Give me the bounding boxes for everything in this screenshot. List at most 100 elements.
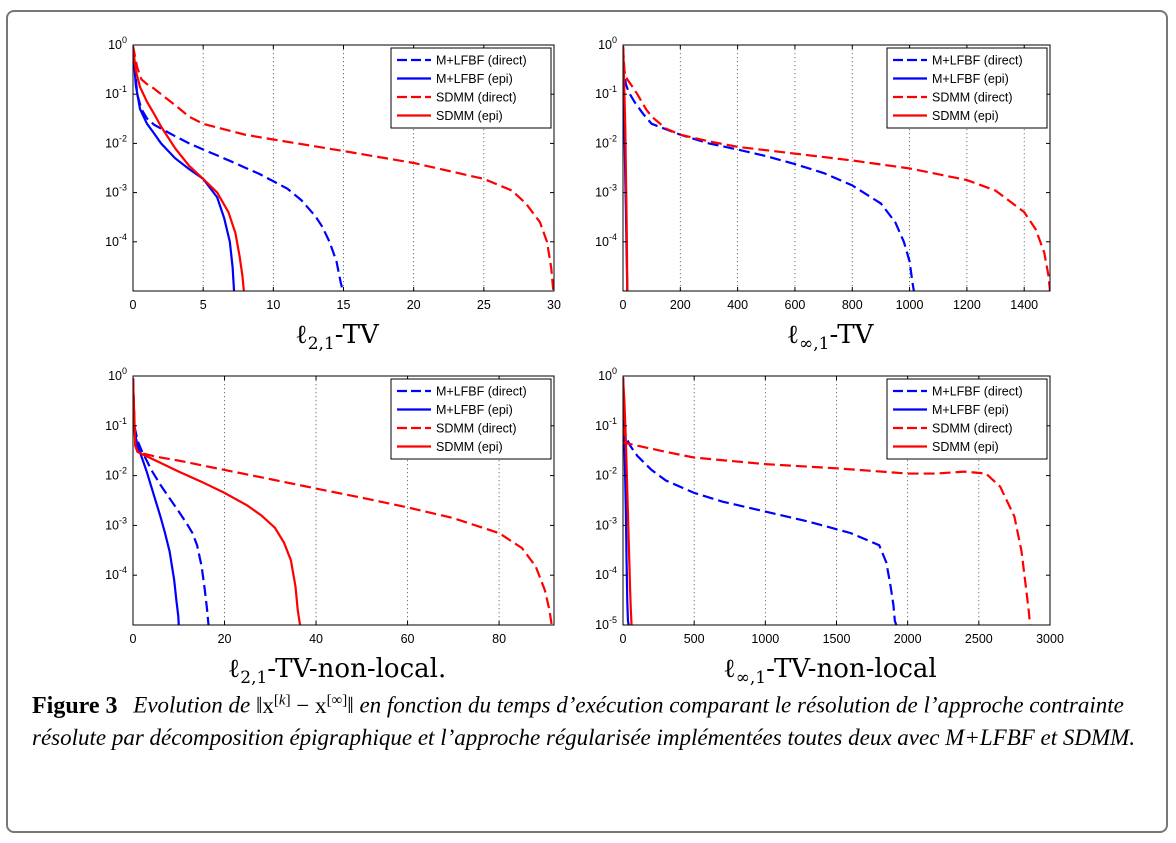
x-tick-label: 500: [684, 632, 705, 646]
x-tick-label: 1400: [1010, 298, 1038, 312]
legend-entry: M+LFBF (direct): [436, 54, 527, 68]
chart-title-l21-tv-nonlocal: ℓ2,1-TV-non-local.: [87, 654, 587, 688]
title-rest: -TV-non-local.: [267, 654, 447, 684]
title-rest: -TV-non-local: [766, 654, 937, 684]
x-tick-label: 1200: [953, 298, 981, 312]
x-tick-label: 3000: [1036, 632, 1064, 646]
legend: M+LFBF (direct) M+LFBF (epi) SDMM (direct)…: [886, 378, 1048, 460]
legend-entry: M+LFBF (direct): [932, 385, 1023, 399]
legend-entry: M+LFBF (direct): [932, 54, 1023, 68]
series-line: [133, 47, 245, 291]
series-line: [133, 378, 553, 625]
legend-entry: SDMM (epi): [932, 440, 999, 454]
y-tick-label: 10-3: [105, 183, 127, 200]
y-tick-label: 100: [598, 35, 617, 52]
axes-box: [622, 44, 1051, 292]
legend-entry: M+LFBF (epi): [436, 403, 513, 417]
y-tick-label: 10-2: [595, 133, 617, 150]
x-tick-label: 1000: [896, 298, 924, 312]
series-line: [133, 378, 210, 625]
y-tick-label: 100: [108, 35, 127, 52]
x-tick-label: 200: [670, 298, 691, 312]
legend-entry: SDMM (direct): [436, 91, 517, 105]
series-line: [133, 45, 554, 291]
y-tick-label: 10-4: [595, 565, 617, 582]
figure-label: Figure 3: [32, 692, 118, 719]
x-tick-label: 10: [266, 298, 280, 312]
x-tick-label: 1000: [751, 632, 779, 646]
y-tick-label: 10-1: [105, 416, 127, 433]
y-tick-label: 10-5: [595, 615, 617, 632]
x-tick-label: 1500: [823, 632, 851, 646]
y-tick-label: 10-4: [105, 232, 127, 249]
caption-norm-expression: ‖x[k] − x[∞]‖: [255, 692, 354, 718]
figure-frame: [6, 10, 1168, 833]
chart-linf1-tv-nonlocal: 0 500 1000 1500 2000 2500 3000 100 10-1 10-2 10-3 1…: [595, 366, 1064, 646]
chart-l21-tv: 0 5 10 15 20 25 30 100 10-1 10-2 10-3 10-4 M+LFBF (d…: [105, 35, 561, 312]
legend-entry: SDMM (direct): [932, 422, 1013, 436]
legend: M+LFBF (direct) M+LFBF (epi) SDMM (direct)…: [886, 47, 1048, 129]
x-tick-label: 25: [477, 298, 491, 312]
x-tick-label: 600: [785, 298, 806, 312]
title-subscript: 2,1: [240, 668, 268, 689]
series-line: [623, 46, 1050, 291]
x-tick-label: 0: [130, 632, 137, 646]
x-tick-label: 0: [130, 298, 137, 312]
x-tick-label: 60: [401, 632, 415, 646]
y-tick-label: 10-3: [105, 515, 127, 532]
legend-entry: SDMM (epi): [436, 109, 503, 123]
x-tick-label: 20: [407, 298, 421, 312]
chart-title-linf1-tv: ℓ∞,1-TV: [580, 320, 1080, 354]
title-symbol: ℓ: [227, 654, 241, 684]
caption-text-after: en fonction du temps d’exécution compara…: [32, 692, 1136, 750]
series-line: [623, 377, 633, 625]
y-tick-label: 10-1: [595, 416, 617, 433]
series-line: [133, 378, 180, 625]
series-line: [623, 47, 915, 291]
chart-title-linf1-tv-nonlocal: ℓ∞,1-TV-non-local: [580, 654, 1080, 688]
legend: M+LFBF (direct) M+LFBF (epi) SDMM (direct)…: [390, 47, 552, 129]
y-tick-label: 10-2: [595, 466, 617, 483]
figure-caption: Figure 3 Evolution de ‖x[k] − x[∞]‖ en f…: [32, 684, 1150, 754]
title-rest: -TV: [334, 320, 379, 350]
series-line: [623, 378, 630, 625]
series-line: [133, 378, 302, 625]
x-tick-label: 30: [547, 298, 561, 312]
legend-entry: M+LFBF (epi): [932, 403, 1009, 417]
y-tick-label: 10-4: [105, 565, 127, 582]
title-symbol: ℓ: [295, 320, 308, 350]
series-line: [133, 47, 344, 291]
x-tick-label: 20: [218, 632, 232, 646]
x-tick-label: 800: [842, 298, 863, 312]
y-tick-label: 10-2: [105, 466, 127, 483]
caption-text-before: Evolution de: [133, 692, 256, 718]
x-tick-label: 80: [492, 632, 506, 646]
title-subscript: 2,1: [307, 334, 335, 355]
y-tick-label: 10-2: [105, 133, 127, 150]
chart-linf1-tv: 0 200 400 600 800 1000 1200 1400 100 10-1 10-2 10-3…: [595, 35, 1051, 312]
y-tick-label: 10-1: [105, 84, 127, 101]
chart-title-l21-tv: ℓ2,1-TV: [87, 320, 587, 354]
title-symbol: ℓ: [786, 320, 800, 350]
legend-entry: SDMM (direct): [436, 422, 517, 436]
y-tick-label: 10-3: [595, 515, 617, 532]
x-tick-label: 400: [727, 298, 748, 312]
title-subscript: ∞,1: [799, 334, 830, 355]
legend: M+LFBF (direct) M+LFBF (epi) SDMM (direct)…: [390, 378, 552, 460]
axes-box: [132, 375, 555, 626]
title-rest: -TV: [829, 320, 874, 350]
y-tick-label: 10-4: [595, 232, 617, 249]
title-subscript: ∞,1: [735, 668, 767, 689]
chart-l21-tv-nonlocal: 0 20 40 60 80 100 10-1 10-2 10-3 10-4 M+LFBF (dire…: [105, 366, 555, 646]
series-line: [623, 377, 898, 625]
x-tick-label: 40: [309, 632, 323, 646]
y-tick-label: 10-1: [595, 84, 617, 101]
title-symbol: ℓ: [723, 654, 736, 684]
legend-entry: M+LFBF (epi): [436, 72, 513, 86]
x-tick-label: 2000: [894, 632, 922, 646]
x-tick-label: 2500: [965, 632, 993, 646]
x-tick-label: 5: [200, 298, 207, 312]
legend-entry: SDMM (epi): [436, 440, 503, 454]
legend-entry: M+LFBF (epi): [932, 72, 1009, 86]
x-tick-label: 15: [337, 298, 351, 312]
